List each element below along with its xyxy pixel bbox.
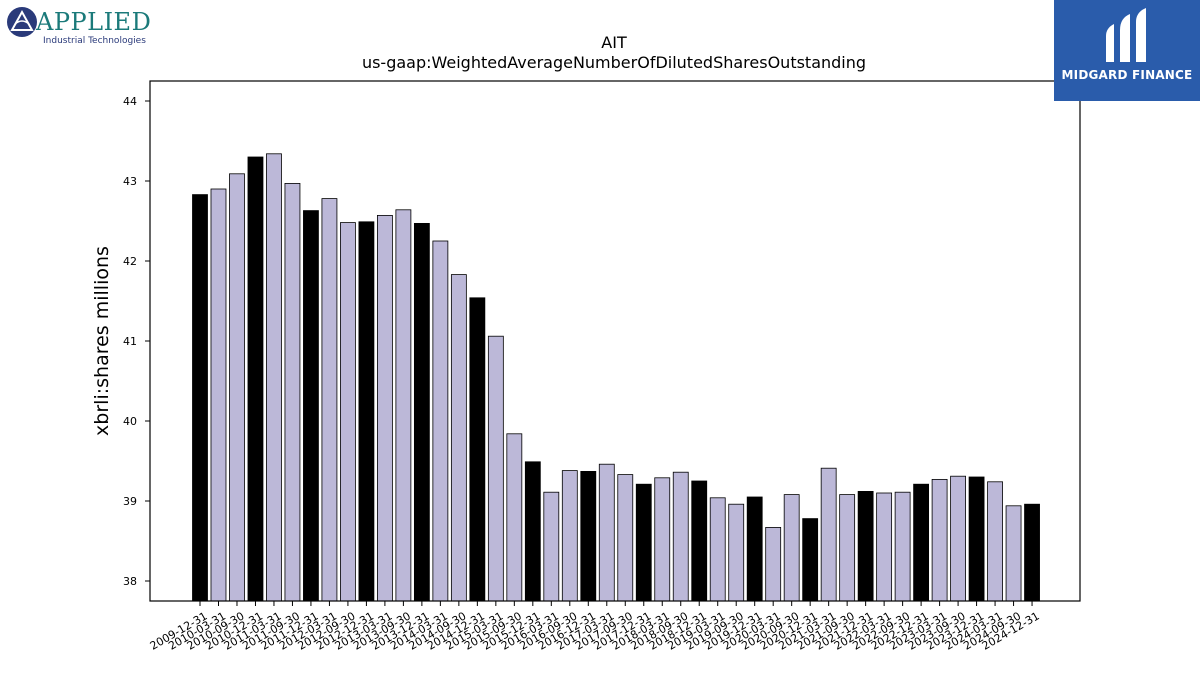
bar (691, 480, 708, 602)
y-axis-label: xbrli:shares millions (91, 246, 113, 436)
bar (1024, 503, 1040, 602)
bar (376, 214, 393, 602)
bar (487, 335, 504, 602)
bar (820, 467, 837, 602)
bar (672, 471, 689, 602)
bar (728, 503, 745, 602)
applied-logo-name: APPLIED (36, 8, 152, 36)
bar (432, 240, 449, 602)
bar (987, 481, 1003, 602)
bar (247, 156, 264, 602)
bar (358, 221, 375, 602)
y-tick-label: 40 (123, 415, 137, 428)
bar (1005, 505, 1022, 602)
bar (765, 527, 782, 602)
bar (321, 198, 338, 602)
bar (635, 483, 652, 602)
bar-series (192, 153, 1040, 602)
bar (229, 173, 245, 602)
y-tick-label: 44 (123, 95, 137, 108)
bar (192, 194, 208, 602)
bar (303, 210, 319, 602)
bar (913, 483, 930, 602)
bar (968, 476, 985, 602)
applied-globe-icon (7, 7, 37, 37)
bar (598, 463, 615, 602)
bar (543, 491, 560, 602)
plot-frame (149, 80, 1081, 602)
x-axis-ticks: 2009-12-312010-03-312010-09-302010-12-31… (148, 601, 1042, 653)
bar (783, 494, 800, 602)
y-tick-label: 41 (123, 335, 137, 348)
midgard-logo: MIDGARD FINANCE (1054, 0, 1200, 101)
applied-logo-tagline: Industrial Technologies (43, 36, 146, 46)
y-tick-label: 39 (123, 495, 137, 508)
bar (524, 461, 541, 602)
bar (617, 474, 634, 602)
bar (802, 518, 819, 602)
bar (654, 477, 671, 602)
bar (395, 209, 412, 602)
bar (839, 494, 856, 602)
bar (450, 274, 467, 602)
bar (284, 182, 301, 602)
bar (894, 491, 911, 602)
bar (876, 492, 893, 602)
applied-logo (6, 6, 166, 50)
chart-subtitle: us-gaap:WeightedAverageNumberOfDilutedSh… (362, 53, 866, 72)
bar (931, 478, 948, 602)
bar (561, 470, 578, 602)
bar (266, 153, 282, 602)
bar (469, 297, 486, 602)
chart-title: AIT (601, 33, 627, 52)
bar (580, 470, 597, 602)
midgard-logo-name: MIDGARD FINANCE (1061, 68, 1193, 82)
y-tick-label: 42 (123, 255, 137, 268)
bar (210, 188, 227, 602)
y-axis-ticks: 38 39 40 41 42 43 44 (123, 95, 150, 588)
bar (857, 490, 874, 602)
bar (746, 496, 763, 602)
y-tick-label: 43 (123, 175, 137, 188)
bar (506, 433, 523, 602)
midgard-mark-icon (1106, 8, 1146, 62)
bar (950, 475, 966, 602)
bar (340, 222, 356, 602)
bar (413, 222, 430, 602)
bar (709, 497, 726, 602)
y-tick-label: 38 (123, 575, 137, 588)
